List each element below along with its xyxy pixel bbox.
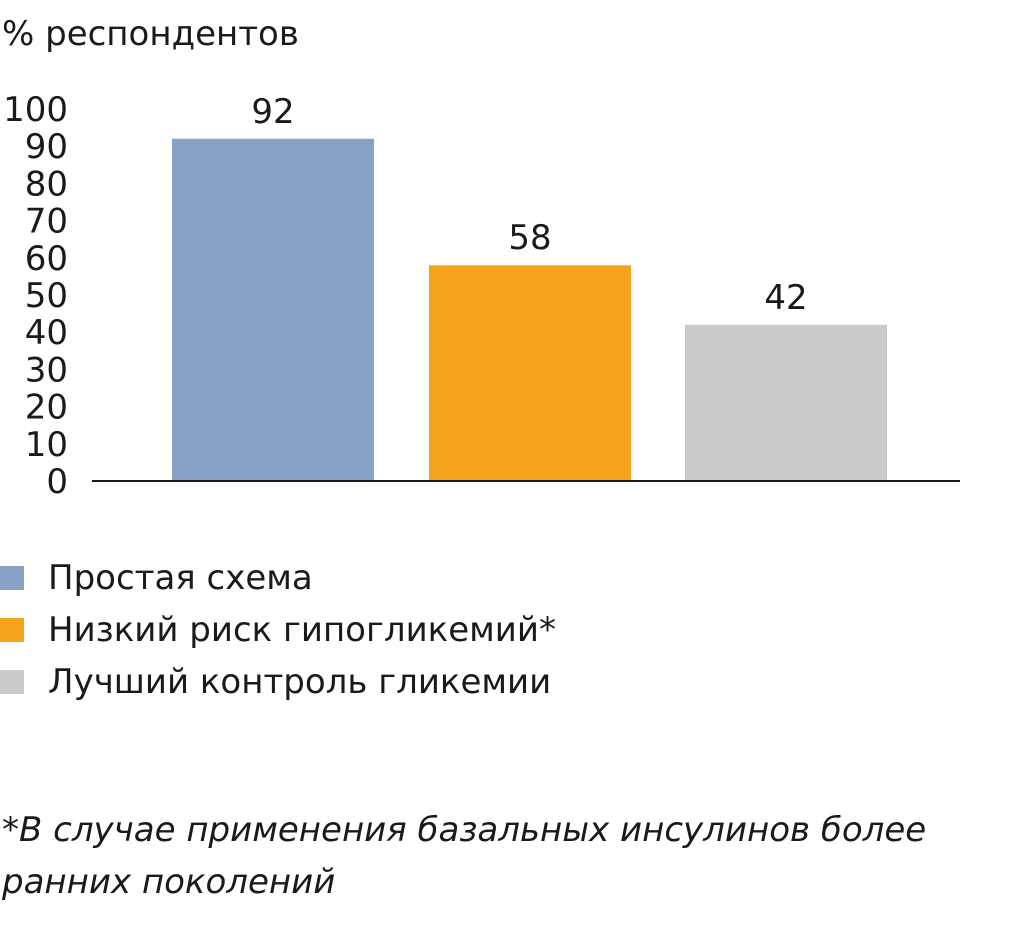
y-tick-label: 90 xyxy=(25,127,68,167)
y-tick-label: 70 xyxy=(25,202,68,242)
bar xyxy=(172,138,374,481)
y-axis-label: % респондентов xyxy=(2,14,299,54)
y-tick-label: 60 xyxy=(25,239,68,279)
bar-value-label: 42 xyxy=(764,278,807,318)
legend-item-simple-scheme: Простая схема xyxy=(0,552,1033,604)
legend-item-low-hypoglycemia-risk: Низкий риск гипогликемий* xyxy=(0,604,1033,656)
legend-swatch xyxy=(0,670,24,694)
legend-label: Простая схема xyxy=(48,558,313,598)
y-tick-label: 20 xyxy=(25,388,68,428)
legend: Простая схема Низкий риск гипогликемий* … xyxy=(0,552,1033,708)
legend-label: Низкий риск гипогликемий* xyxy=(48,610,556,650)
y-tick-label: 30 xyxy=(25,350,68,390)
legend-label: Лучший контроль гликемии xyxy=(48,662,552,702)
y-tick-label: 50 xyxy=(25,276,68,316)
y-tick-label: 0 xyxy=(46,462,68,502)
y-tick-label: 40 xyxy=(25,313,68,353)
y-tick-label: 10 xyxy=(25,425,68,465)
y-tick-label: 80 xyxy=(25,164,68,204)
legend-swatch xyxy=(0,618,24,642)
bar xyxy=(429,265,631,481)
y-tick-label: 100 xyxy=(3,90,68,130)
footnote: *В случае применения базальных инсулинов… xyxy=(2,810,927,902)
legend-swatch xyxy=(0,566,24,590)
legend-item-better-glycemic-control: Лучший контроль гликемии xyxy=(0,656,1033,708)
bar-value-label: 58 xyxy=(508,218,551,258)
bar xyxy=(685,324,887,481)
bar-value-label: 92 xyxy=(251,92,294,132)
